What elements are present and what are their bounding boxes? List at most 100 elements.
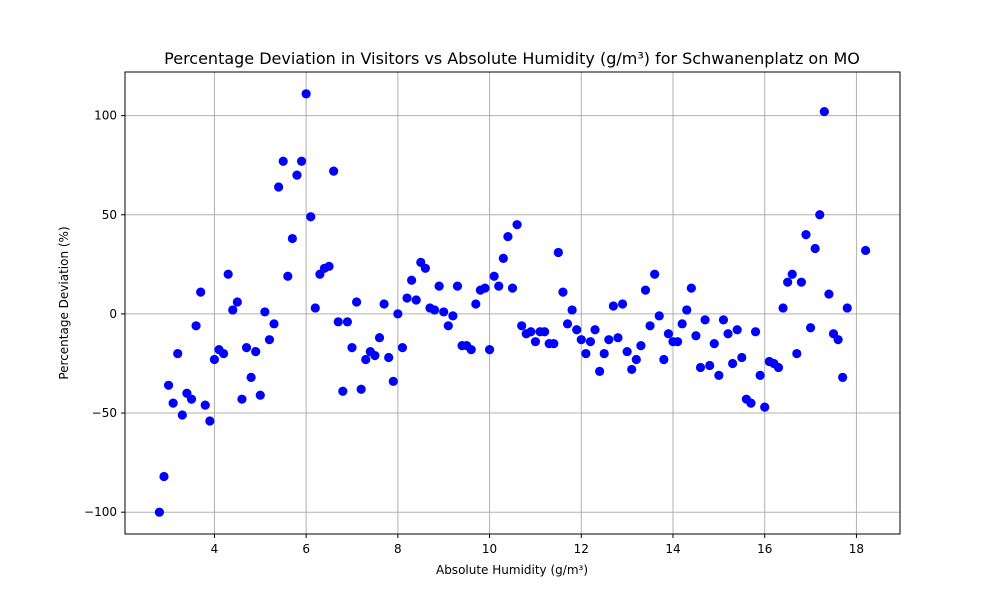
data-point bbox=[530, 337, 541, 347]
data-point bbox=[338, 386, 348, 396]
data-point bbox=[186, 394, 197, 404]
x-tick-label: 18 bbox=[849, 542, 864, 556]
plot-frame bbox=[124, 71, 901, 535]
data-point bbox=[177, 410, 187, 420]
data-point bbox=[622, 346, 632, 357]
x-tick-label: 10 bbox=[482, 542, 497, 556]
data-point bbox=[732, 325, 742, 335]
data-point bbox=[640, 285, 651, 295]
data-point bbox=[374, 333, 385, 343]
data-point bbox=[402, 293, 412, 303]
data-point bbox=[810, 243, 820, 254]
data-point bbox=[287, 233, 297, 244]
data-point bbox=[540, 327, 550, 337]
data-point bbox=[439, 307, 449, 317]
data-point bbox=[700, 315, 710, 325]
data-point bbox=[663, 329, 674, 339]
data-point bbox=[232, 297, 242, 307]
data-point bbox=[567, 305, 577, 315]
data-point bbox=[746, 398, 756, 408]
data-point bbox=[801, 229, 811, 240]
data-point bbox=[351, 297, 362, 307]
data-point bbox=[838, 372, 848, 382]
data-point bbox=[787, 269, 797, 279]
data-point bbox=[686, 283, 696, 293]
data-point bbox=[842, 303, 852, 313]
data-point bbox=[489, 271, 499, 281]
chart-title: Percentage Deviation in Visitors vs Abso… bbox=[164, 49, 860, 68]
data-point bbox=[503, 231, 513, 242]
data-point bbox=[778, 303, 788, 313]
data-point bbox=[792, 348, 802, 359]
data-point bbox=[218, 348, 229, 359]
data-point bbox=[480, 283, 490, 293]
data-point bbox=[572, 325, 582, 335]
data-point bbox=[278, 156, 288, 166]
data-point bbox=[420, 263, 430, 273]
data-point bbox=[581, 348, 591, 359]
data-point bbox=[384, 352, 394, 363]
y-tick-label: 0 bbox=[109, 307, 117, 321]
data-point bbox=[251, 346, 261, 357]
x-tick-label: 4 bbox=[211, 542, 219, 556]
data-point bbox=[650, 269, 660, 279]
data-point bbox=[205, 416, 215, 426]
data-point bbox=[466, 344, 476, 355]
data-point bbox=[223, 269, 233, 279]
data-point bbox=[324, 261, 334, 271]
data-point bbox=[636, 341, 646, 351]
x-tick-label: 6 bbox=[302, 542, 310, 556]
data-point bbox=[783, 277, 793, 287]
data-point bbox=[370, 350, 380, 361]
data-point bbox=[691, 331, 701, 341]
data-point bbox=[695, 362, 706, 373]
data-point bbox=[709, 339, 719, 349]
data-point bbox=[228, 305, 238, 315]
data-point bbox=[411, 295, 421, 305]
data-point bbox=[773, 362, 784, 373]
data-point bbox=[796, 277, 807, 287]
data-point bbox=[347, 343, 357, 353]
data-point bbox=[306, 212, 316, 222]
data-point bbox=[168, 398, 178, 408]
data-point bbox=[191, 321, 201, 331]
data-point bbox=[595, 366, 605, 377]
data-point bbox=[393, 309, 403, 319]
data-point bbox=[452, 281, 463, 291]
x-tick-label: 16 bbox=[757, 542, 772, 556]
data-point bbox=[819, 107, 829, 117]
data-point bbox=[718, 315, 729, 325]
data-point bbox=[429, 305, 440, 315]
data-point bbox=[255, 390, 265, 400]
data-point bbox=[407, 275, 417, 285]
data-point bbox=[283, 271, 293, 281]
y-tick-label: −100 bbox=[84, 505, 117, 519]
grid-lines bbox=[125, 72, 900, 534]
data-point bbox=[274, 182, 284, 192]
data-points bbox=[154, 89, 871, 517]
data-point bbox=[471, 299, 481, 309]
data-point bbox=[246, 372, 256, 382]
data-point bbox=[682, 305, 692, 315]
data-point bbox=[397, 343, 408, 353]
data-point bbox=[356, 384, 366, 394]
data-point bbox=[750, 327, 761, 337]
y-axis-label: Percentage Deviation (%) bbox=[57, 226, 71, 379]
data-point bbox=[241, 343, 252, 353]
data-point bbox=[296, 156, 307, 166]
data-point bbox=[714, 370, 724, 380]
data-point bbox=[585, 337, 596, 347]
x-tick-label: 8 bbox=[394, 542, 402, 556]
data-point bbox=[590, 325, 600, 335]
data-point bbox=[448, 311, 458, 321]
data-point bbox=[737, 352, 747, 363]
data-point bbox=[498, 253, 508, 263]
data-point bbox=[627, 364, 637, 375]
x-tick-label: 12 bbox=[574, 542, 589, 556]
data-point bbox=[861, 245, 871, 256]
data-point bbox=[264, 335, 275, 345]
x-tick-label: 14 bbox=[665, 542, 680, 556]
data-point bbox=[553, 247, 563, 258]
